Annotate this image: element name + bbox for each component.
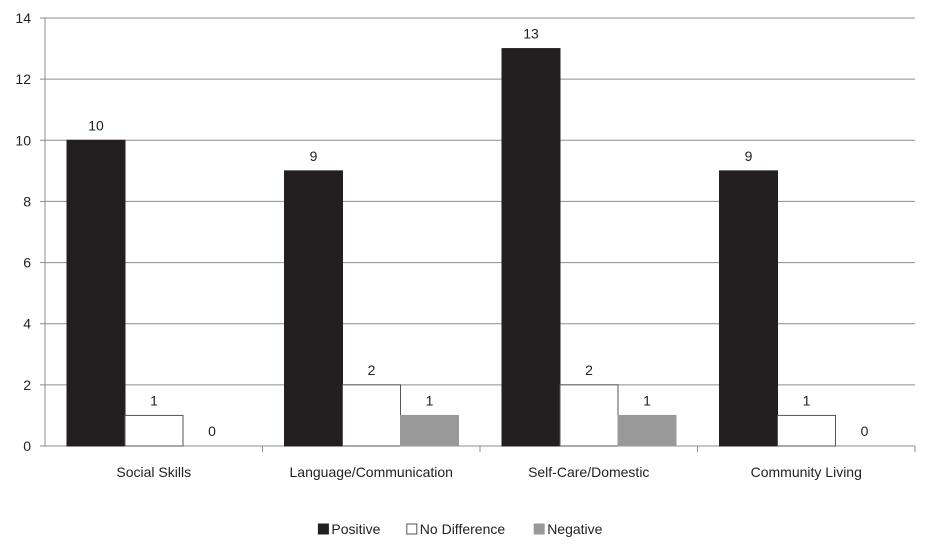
bar-1-1 [342,384,401,447]
data-label-1-3: 1 [803,392,811,408]
bars [66,48,836,447]
data-label-2-1: 1 [426,392,434,408]
x-tick-label-2: Self-Care/Domestic [528,464,649,480]
y-tick-label-2: 2 [23,377,31,393]
data-label-0-2: 13 [523,26,539,42]
bar-2-1 [400,414,459,447]
bar-0-2 [501,48,561,447]
legend: Positive No Difference Negative [317,521,603,537]
y-tick-label-0: 0 [23,438,31,454]
legend-swatch-1 [406,523,418,535]
bar-2-2 [617,414,677,447]
y-tick-label-8: 8 [23,193,31,209]
y-tick-label-14: 14 [15,10,31,26]
data-label-2-3: 0 [861,423,869,439]
y-tick-label-4: 4 [23,316,31,332]
data-label-2-0: 0 [208,423,216,439]
x-tick-label-1: Language/Communication [290,464,453,480]
x-tick-label-3: Community Living [751,464,862,480]
legend-swatch-2 [533,523,545,535]
legend-swatch-0 [317,523,329,535]
y-tick-label-12: 12 [15,71,31,87]
data-label-2-2: 1 [643,392,651,408]
legend-label-1: No Difference [420,521,506,537]
bar-0-0 [66,139,126,447]
bar-1-3 [777,414,836,447]
data-label-1-2: 2 [585,362,593,378]
data-label-1-0: 1 [150,392,158,408]
x-tick-label-0: Social Skills [116,464,191,480]
data-label-0-3: 9 [745,148,753,164]
grid-lines [45,17,915,386]
y-tick-label-6: 6 [23,255,31,271]
bar-0-3 [719,170,778,447]
data-label-1-1: 2 [368,362,376,378]
legend-label-2: Negative [547,521,602,537]
data-label-0-1: 9 [310,148,318,164]
bar-1-2 [559,384,619,447]
y-tick-label-10: 10 [15,132,31,148]
data-label-0-0: 10 [88,117,104,133]
bar-1-0 [124,414,184,447]
bar-0-1 [284,170,343,447]
legend-label-0: Positive [331,521,380,537]
